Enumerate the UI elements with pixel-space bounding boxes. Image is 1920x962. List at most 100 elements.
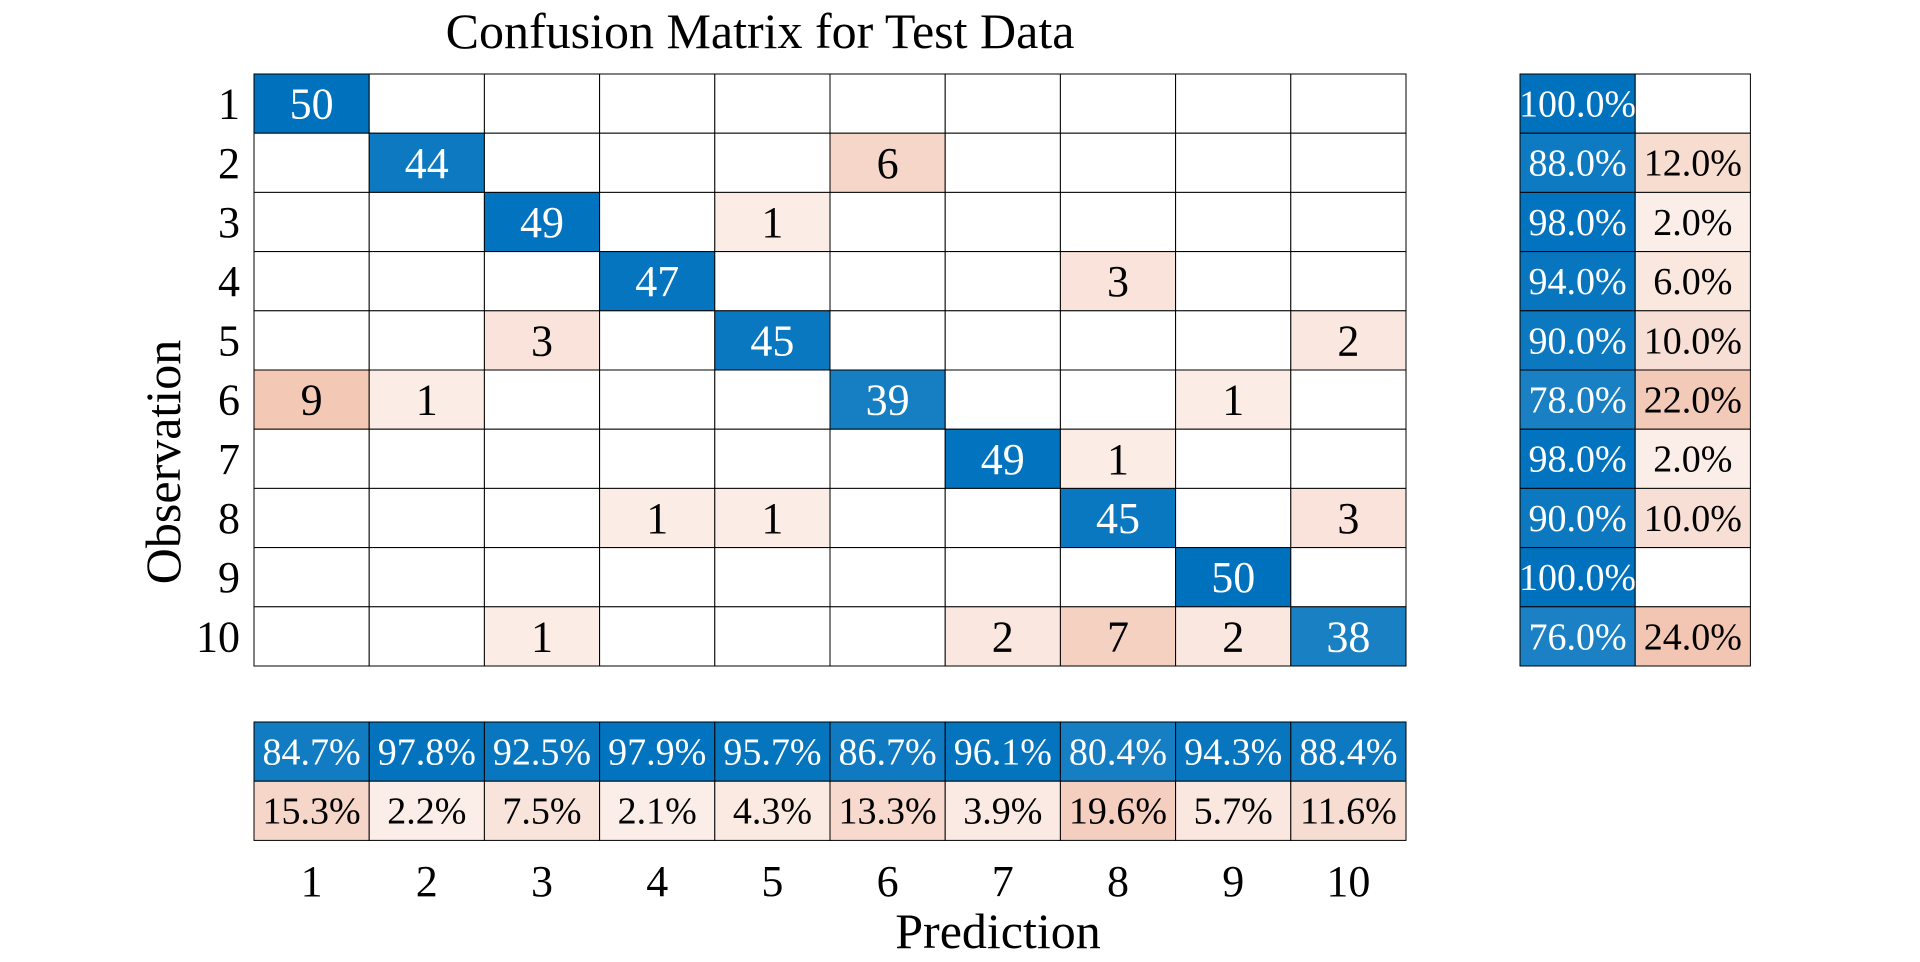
matrix-cell-value: 47: [635, 257, 679, 306]
matrix-cell-value: 49: [981, 435, 1025, 484]
matrix-cell: [829, 606, 946, 667]
matrix-cell: [1175, 606, 1292, 667]
row-summary-cell: [1519, 428, 1636, 489]
matrix-cell-value: 2: [1337, 316, 1359, 365]
column-summary-value: 95.7%: [723, 732, 821, 774]
matrix-cell: [1290, 487, 1407, 549]
row-summary-value: 2.0%: [1653, 202, 1732, 244]
matrix-cell-value: 7: [1107, 612, 1129, 661]
matrix-cell: [599, 428, 716, 489]
x-tick-label: 5: [761, 857, 783, 906]
matrix-cell: [368, 487, 485, 549]
row-summary-cell: [1634, 606, 1751, 667]
matrix-cell: [253, 547, 370, 608]
matrix-cell: [829, 369, 946, 430]
matrix-cell: [1290, 132, 1407, 193]
matrix-cell: [599, 369, 716, 430]
matrix-cell: [599, 310, 716, 371]
matrix-cell-value: 39: [866, 376, 910, 425]
matrix-cell-value: 1: [416, 376, 438, 425]
matrix-cell: [253, 487, 370, 549]
column-summary-cell: [483, 721, 601, 782]
y-tick-label: 8: [218, 494, 240, 543]
matrix-cell: [1059, 487, 1177, 549]
column-summary-value: 96.1%: [954, 732, 1052, 774]
matrix-cell: [714, 132, 831, 193]
matrix-cell: [944, 606, 1061, 667]
matrix-cell: [944, 487, 1061, 549]
row-summary-cell: [1634, 547, 1751, 608]
row-summary-cell: [1634, 428, 1751, 489]
matrix-cell-value: 45: [1096, 494, 1140, 543]
matrix-cell-value: 44: [405, 139, 449, 188]
matrix-cell: [1175, 310, 1292, 371]
matrix-cell: [483, 369, 601, 430]
matrix-cell: [829, 251, 946, 312]
y-tick-label: 9: [218, 553, 240, 602]
column-summary-cell: [368, 780, 485, 841]
matrix-cell-value: 2: [1222, 612, 1244, 661]
matrix-cell: [368, 132, 485, 193]
matrix-cell: [944, 369, 1061, 430]
matrix-cell: [1059, 191, 1177, 253]
matrix-cell: [483, 487, 601, 549]
matrix-cell: [368, 428, 485, 489]
matrix-cell: [1059, 428, 1177, 489]
matrix-cell: [944, 310, 1061, 371]
matrix-cell: [599, 132, 716, 193]
matrix-cell-value: 49: [520, 198, 564, 247]
matrix-cell: [1059, 369, 1177, 430]
matrix-cell: [1175, 132, 1292, 193]
matrix-cell: [599, 191, 716, 253]
matrix-cell: [1175, 191, 1292, 253]
row-summary-cell: [1634, 73, 1751, 134]
column-summary-cell: [368, 721, 485, 782]
column-summary-cell: [714, 780, 831, 841]
row-summary-value: 6.0%: [1653, 261, 1732, 303]
column-summary-value: 2.2%: [387, 791, 466, 833]
y-tick-label: 3: [218, 198, 240, 247]
x-tick-label: 3: [531, 857, 553, 906]
y-tick-label: 4: [218, 257, 240, 306]
row-summary-value: 100.0%: [1519, 557, 1636, 599]
matrix-cell: [599, 73, 716, 134]
column-summary-cell: [829, 721, 946, 782]
column-summary-cell: [714, 721, 831, 782]
x-tick-label: 9: [1222, 857, 1244, 906]
row-summary-value: 24.0%: [1644, 616, 1742, 658]
matrix-cell: [253, 428, 370, 489]
column-summary-cell: [1175, 721, 1292, 782]
matrix-cell: [944, 132, 1061, 193]
row-summary-cell: [1634, 310, 1751, 371]
matrix-cell: [829, 132, 946, 193]
matrix-cell: [1290, 547, 1407, 608]
matrix-cell: [1290, 73, 1407, 134]
row-summary-value: 2.0%: [1653, 439, 1732, 481]
matrix-cell: [714, 251, 831, 312]
column-summary-cell: [1290, 780, 1407, 841]
matrix-cell: [1175, 73, 1292, 134]
matrix-cell: [483, 191, 601, 253]
matrix-cell: [368, 547, 485, 608]
row-summary-cell: [1634, 251, 1751, 312]
matrix-cell: [253, 191, 370, 253]
column-summary-value: 88.4%: [1299, 732, 1397, 774]
x-tick-label: 7: [992, 857, 1014, 906]
row-summary-cell: [1519, 606, 1636, 667]
row-summary-cell: [1519, 132, 1636, 193]
matrix-cell: [714, 606, 831, 667]
matrix-cell: [599, 251, 716, 312]
row-summary-value: 90.0%: [1529, 498, 1627, 540]
matrix-cell: [829, 73, 946, 134]
matrix-cell: [1175, 547, 1292, 608]
row-summary-cell: [1519, 369, 1636, 430]
matrix-cell-value: 3: [531, 316, 553, 365]
matrix-cell: [1290, 251, 1407, 312]
column-summary-value: 4.3%: [733, 791, 812, 833]
matrix-cell: [1290, 369, 1407, 430]
matrix-cell: [714, 547, 831, 608]
row-summary-layer: 100.0% 88.0% 12.0% 98.0% 2.0% 94.0% 6.0% 90.0% 1…: [1519, 73, 1751, 667]
